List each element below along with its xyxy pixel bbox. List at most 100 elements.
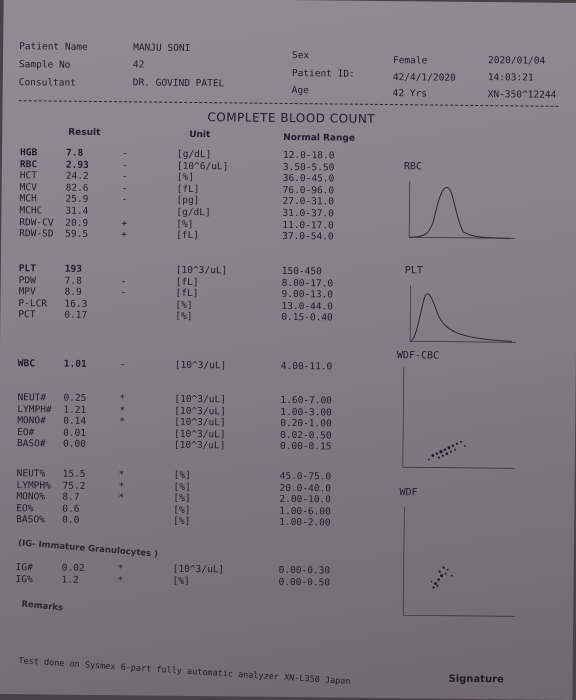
test-flag: * [118, 480, 125, 492]
test-code: BASO# [16, 438, 46, 450]
test-range: 1.00-2.00 [279, 517, 331, 529]
footer-note: Test done on Sysmex 6-part fully automat… [18, 656, 351, 688]
test-value: 0.14 [63, 415, 87, 428]
test-value: 24.2 [65, 170, 89, 183]
test-code: MCH [19, 193, 37, 205]
wdf-cbc-graph-label: WDF-CBC [396, 350, 440, 362]
test-flag: * [119, 404, 126, 416]
test-range: 9.00-13.0 [281, 289, 334, 301]
test-code: PCT [18, 309, 36, 321]
test-unit: [%] [173, 504, 191, 516]
test-flag: - [121, 194, 128, 206]
ig-section-label: (IG- Immature Granulocytes ) [17, 538, 159, 560]
test-code: MPV [18, 286, 36, 298]
test-range: 1.60-7.00 [280, 394, 332, 407]
test-flag: * [119, 393, 126, 405]
test-unit: [%] [173, 492, 191, 505]
test-flag: - [121, 148, 128, 160]
sex-value: Female [392, 55, 428, 67]
test-range: 0.00-0.50 [278, 576, 331, 589]
test-range: 36.0-45.0 [282, 173, 335, 185]
test-unit: [g/dL] [176, 148, 212, 161]
test-range: 76.0-96.0 [282, 184, 335, 197]
test-unit: [fL] [175, 276, 199, 288]
test-value: 25.9 [65, 194, 89, 206]
test-flag: - [119, 359, 126, 371]
test-value: 7.8 [65, 147, 84, 159]
test-unit: [fL] [175, 288, 199, 300]
test-value: 1.2 [61, 574, 79, 586]
header-divider [18, 100, 559, 107]
test-value: 0.00 [62, 439, 86, 451]
test-code: NEUT% [16, 468, 46, 480]
test-value: 193 [64, 263, 83, 275]
test-flag: - [120, 275, 127, 287]
test-range: 3.50-5.50 [282, 161, 335, 174]
test-flag: - [121, 159, 128, 171]
test-value: 20.9 [65, 217, 89, 229]
test-code: IG% [15, 573, 33, 585]
test-code: MONO# [17, 415, 46, 427]
test-range: 8.00-17.0 [281, 277, 334, 290]
test-range: 12.0-18.0 [282, 149, 335, 162]
test-unit: [%] [175, 299, 193, 311]
test-flag: * [118, 492, 125, 504]
test-unit: [10^3/uL] [174, 417, 226, 429]
test-value: 0.25 [63, 392, 87, 404]
test-flag: * [119, 416, 126, 428]
test-range: 13.0-44.0 [281, 300, 333, 313]
test-range: 37.0-54.0 [282, 231, 334, 243]
column-unit-header: Unit [189, 129, 211, 141]
test-code: BASO% [16, 514, 45, 526]
test-code: EO% [16, 502, 34, 515]
test-value: 16.3 [64, 298, 88, 310]
test-flag: - [121, 183, 128, 195]
consultant-value: DR. GOVIND PATEL [132, 77, 225, 90]
test-value: 1.01 [63, 358, 87, 370]
test-value: 8.9 [64, 286, 82, 299]
patient-id-label: Patient ID: [291, 68, 355, 80]
test-range: 0.15-0.40 [281, 312, 333, 324]
test-range: 45.0-75.0 [279, 470, 332, 483]
test-unit: [10^6/uL] [176, 160, 229, 172]
test-range: 0.02-0.50 [280, 429, 332, 442]
test-unit: [%] [173, 469, 191, 481]
test-code: MCHC [19, 205, 43, 217]
machine-id: XN-350^12244 [487, 89, 557, 101]
test-value: 82.6 [65, 182, 89, 194]
sample-no-label: Sample No [18, 59, 71, 71]
results-table: HGB 7.8 - [g/dL] 12.0-18.0 RBC 2.93 - [10^6/uL] 3… [4, 0, 576, 588]
test-code: RBC [19, 158, 38, 170]
test-range: 4.00-11.0 [280, 360, 333, 373]
test-value: 0.0 [62, 515, 80, 527]
test-flag: + [121, 217, 128, 229]
test-range: 11.0-17.0 [282, 219, 334, 232]
test-code: RDW-SD [19, 228, 54, 240]
test-code: PLT [18, 263, 37, 275]
report-title: COMPLETE BLOOD COUNT [207, 110, 376, 126]
wdf-cbc-scattergram [402, 367, 515, 469]
test-value: 0.6 [62, 503, 80, 515]
test-code: WBC [17, 358, 36, 370]
test-range: 0.00-0.30 [278, 564, 331, 577]
test-flag: - [121, 171, 128, 183]
wdf-graph-label: WDF [399, 487, 418, 499]
test-code: P-LCR [18, 297, 48, 310]
test-unit: [fL] [176, 230, 200, 242]
test-code: RDW-CV [19, 216, 54, 229]
test-code: MCV [19, 181, 37, 194]
test-unit: [10^3/uL] [175, 264, 228, 277]
test-value: 15.5 [62, 468, 86, 480]
test-code: HCT [19, 170, 38, 182]
test-value: 8.7 [62, 491, 80, 504]
test-value: 59.5 [65, 228, 89, 241]
column-result-header: Result [68, 127, 101, 139]
test-range: 150-450 [281, 265, 322, 278]
age-value: 42 Yrs [392, 88, 428, 100]
test-unit: [10^3/uL] [174, 405, 226, 417]
test-range: 31.0-37.0 [282, 207, 334, 220]
test-value: 7.8 [64, 275, 82, 287]
sex-label: Sex [292, 50, 310, 62]
test-range: 0.20-1.00 [280, 418, 332, 430]
test-code: IG# [15, 562, 33, 574]
